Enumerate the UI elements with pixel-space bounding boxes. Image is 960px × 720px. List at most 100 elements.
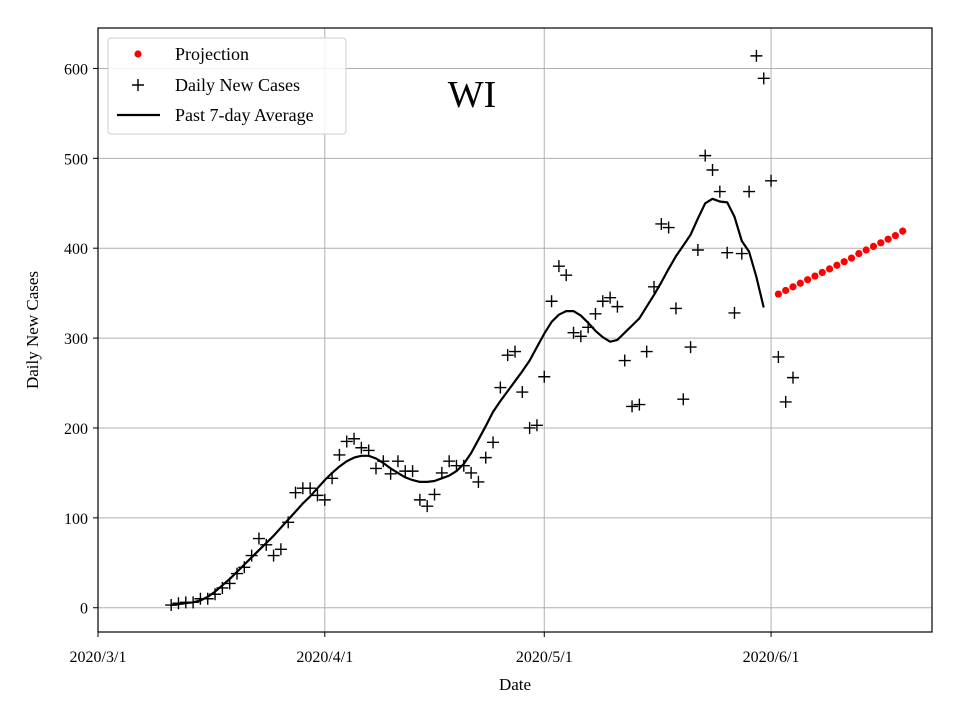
plot-area [97, 27, 933, 633]
chart-title: WI [448, 74, 497, 116]
daily-case-point [487, 436, 500, 449]
y-tick-label: 0 [80, 601, 88, 618]
daily-case-point [370, 462, 382, 475]
daily-case-point [494, 381, 507, 394]
y-axis-label: Daily New Cases [23, 271, 42, 389]
projection-point [862, 246, 870, 254]
daily-case-point [406, 465, 419, 478]
daily-case-point [252, 532, 265, 545]
daily-case-point [779, 395, 792, 408]
daily-case-point [333, 448, 346, 461]
projection-point [869, 242, 878, 251]
projection-point [847, 254, 856, 262]
daily-case-point [216, 581, 229, 594]
projection-point [796, 279, 804, 287]
daily-case-point [669, 302, 682, 315]
daily-case-point [699, 149, 712, 162]
daily-case-point [472, 475, 485, 488]
projection-point [804, 276, 812, 284]
axis-ticks: 2020/3/1 2020/4/1 2020/5/1 2020/6/1 0 100 200 3… [64, 61, 799, 666]
daily-case-point [648, 280, 660, 293]
y-tick-label: 300 [64, 331, 88, 348]
daily-case-point [282, 516, 295, 529]
average-line [171, 197, 765, 607]
daily-case-point [728, 306, 741, 319]
daily-series [165, 49, 799, 612]
daily-case-point [574, 330, 587, 343]
daily-case-point [413, 493, 426, 506]
daily-case-point [560, 269, 573, 282]
projection-point [899, 227, 907, 235]
daily-case-point [187, 596, 200, 609]
daily-case-point [684, 341, 697, 354]
daily-case-point [348, 432, 361, 445]
projection-point [891, 232, 900, 240]
projection-point [774, 290, 782, 298]
daily-case-point [640, 345, 653, 358]
projection-point [818, 268, 826, 277]
daily-case-point [274, 543, 287, 556]
projection-point [855, 250, 863, 258]
daily-case-point [260, 538, 273, 551]
daily-case-point [552, 260, 565, 273]
daily-case-point [355, 441, 368, 454]
daily-case-point [677, 393, 690, 406]
daily-case-point [604, 291, 617, 304]
average-series [171, 197, 765, 607]
daily-case-point [391, 455, 404, 468]
x-tick-label: 2020/6/1 [743, 649, 800, 666]
daily-case-point [743, 185, 756, 198]
daily-case-point [765, 174, 778, 187]
projection-point [840, 258, 848, 266]
daily-case-point [545, 295, 558, 308]
daily-case-point [457, 459, 470, 472]
daily-case-point [618, 354, 631, 367]
daily-case-point [509, 345, 521, 358]
daily-case-point [384, 467, 397, 480]
daily-case-point [516, 386, 529, 399]
legend-box [107, 37, 347, 135]
daily-case-point [538, 370, 551, 383]
daily-case-point [501, 349, 514, 362]
daily-case-point [223, 577, 236, 590]
daily-case-point [362, 444, 375, 457]
legend-daily-marker [132, 79, 144, 91]
legend-projection-label: Projection [175, 44, 249, 64]
legend-daily-label: Daily New Cases [175, 75, 300, 95]
legend-average-label: Past 7-day Average [175, 105, 314, 125]
projection-point [833, 261, 841, 269]
daily-case-point [530, 419, 543, 432]
y-tick-label: 500 [64, 151, 88, 168]
daily-case-point [633, 398, 646, 411]
daily-case-point [340, 435, 353, 448]
daily-case-point [757, 72, 770, 85]
daily-case-point [289, 486, 302, 499]
daily-case-point [772, 350, 785, 363]
x-tick-label: 2020/4/1 [296, 649, 353, 666]
daily-case-point [465, 466, 478, 479]
y-tick-label: 600 [64, 61, 88, 78]
daily-case-point [326, 472, 339, 485]
daily-case-point [611, 300, 624, 313]
projection-point [811, 272, 819, 280]
x-axis-label: Date [499, 675, 531, 694]
daily-case-point [201, 592, 214, 605]
daily-case-point [443, 455, 456, 468]
daily-case-point [435, 466, 448, 479]
projection-point [877, 239, 885, 247]
daily-case-point [245, 549, 258, 562]
daily-case-point [691, 244, 704, 257]
projection-series [774, 227, 907, 298]
daily-case-point [523, 421, 536, 434]
daily-case-point [318, 493, 331, 506]
daily-case-point [209, 588, 222, 601]
daily-case-point [582, 321, 595, 334]
daily-case-point [706, 164, 719, 177]
daily-case-point [787, 371, 799, 384]
daily-case-point [304, 482, 317, 495]
daily-case-point [231, 567, 243, 580]
daily-case-point [165, 599, 178, 612]
daily-case-point [735, 247, 748, 260]
daily-case-point [267, 549, 280, 562]
daily-case-point [172, 597, 185, 610]
